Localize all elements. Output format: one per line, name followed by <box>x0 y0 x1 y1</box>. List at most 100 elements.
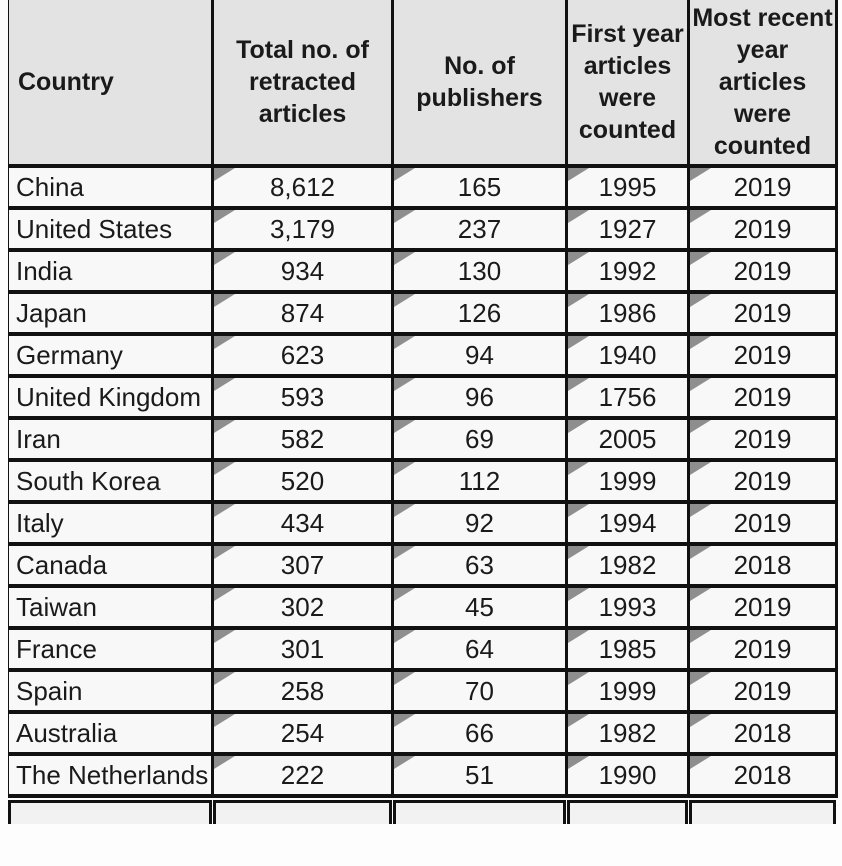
recent-year-cell: 2019 <box>687 164 838 210</box>
table-row: Canada 307 63 1982 2018 <box>8 542 838 588</box>
total-cell: 593 <box>211 374 394 420</box>
corner-flag-icon <box>691 170 711 181</box>
country-cell: Canada <box>8 542 214 588</box>
publishers-cell: 70 <box>391 668 568 714</box>
publishers-cell: 69 <box>391 416 568 462</box>
corner-flag-icon <box>569 716 589 727</box>
column-header-publishers: No. of publishers <box>391 0 568 168</box>
corner-flag-icon <box>691 674 711 685</box>
corner-flag-icon <box>395 170 415 181</box>
recent-year-cell: 2019 <box>687 248 838 294</box>
total-cell: 3,179 <box>211 206 394 252</box>
corner-flag-icon <box>215 296 235 307</box>
total-cell: 434 <box>211 500 394 546</box>
table-row: India 934 130 1992 2019 <box>8 248 838 294</box>
first-year-cell: 1995 <box>565 164 690 210</box>
corner-flag-icon <box>691 254 711 265</box>
corner-flag-icon <box>691 422 711 433</box>
corner-flag-icon <box>569 380 589 391</box>
corner-flag-icon <box>691 296 711 307</box>
corner-flag-icon <box>395 590 415 601</box>
corner-flag-icon <box>395 338 415 349</box>
corner-flag-icon <box>395 380 415 391</box>
recent-year-cell: 2018 <box>687 542 838 588</box>
corner-flag-icon <box>215 590 235 601</box>
recent-year-cell: 2019 <box>687 584 838 630</box>
total-cell: 582 <box>211 416 394 462</box>
corner-flag-icon <box>691 338 711 349</box>
recent-year-cell: 2018 <box>687 752 838 798</box>
corner-flag-icon <box>215 548 235 559</box>
corner-flag-icon <box>215 632 235 643</box>
corner-flag-icon <box>569 632 589 643</box>
corner-flag-icon <box>569 422 589 433</box>
corner-flag-icon <box>395 716 415 727</box>
country-cell: South Korea <box>8 458 214 504</box>
first-year-cell: 1927 <box>565 206 690 252</box>
corner-flag-icon <box>569 674 589 685</box>
corner-flag-icon <box>691 716 711 727</box>
table-row: Italy 434 92 1994 2019 <box>8 500 838 546</box>
table-row: Germany 623 94 1940 2019 <box>8 332 838 378</box>
first-year-cell: 1993 <box>565 584 690 630</box>
country-cell: United States <box>8 206 214 252</box>
publishers-cell: 63 <box>391 542 568 588</box>
corner-flag-icon <box>395 464 415 475</box>
total-cell: 8,612 <box>211 164 394 210</box>
publishers-cell: 45 <box>391 584 568 630</box>
table-row: The Netherlands 222 51 1990 2018 <box>8 752 838 798</box>
first-year-cell: 1982 <box>565 710 690 756</box>
country-cell: Spain <box>8 668 214 714</box>
corner-flag-icon <box>569 170 589 181</box>
header-row: Country Total no. of retracted articles … <box>8 0 838 168</box>
first-year-cell: 1982 <box>565 542 690 588</box>
first-year-cell: 2005 <box>565 416 690 462</box>
corner-flag-icon <box>215 212 235 223</box>
corner-flag-icon <box>569 548 589 559</box>
first-year-cell: 1990 <box>565 752 690 798</box>
total-cell: 623 <box>211 332 394 378</box>
corner-flag-icon <box>569 338 589 349</box>
country-cell: United Kingdom <box>8 374 214 420</box>
total-cell: 520 <box>211 458 394 504</box>
country-cell: France <box>8 626 214 672</box>
first-year-cell: 1992 <box>565 248 690 294</box>
first-year-cell: 1994 <box>565 500 690 546</box>
first-year-cell: 1756 <box>565 374 690 420</box>
country-cell: Japan <box>8 290 214 336</box>
recent-year-cell: 2019 <box>687 206 838 252</box>
recent-year-cell: 2019 <box>687 374 838 420</box>
corner-flag-icon <box>395 674 415 685</box>
total-cell: 254 <box>211 710 394 756</box>
corner-flag-icon <box>691 380 711 391</box>
country-cell: Germany <box>8 332 214 378</box>
retractions-by-country-table: Country Total no. of retracted articles … <box>8 0 838 798</box>
recent-year-cell: 2019 <box>687 290 838 336</box>
publishers-cell: 66 <box>391 710 568 756</box>
column-header-total-retracted: Total no. of retracted articles <box>211 0 394 168</box>
corner-flag-icon <box>691 758 711 769</box>
corner-flag-icon <box>395 758 415 769</box>
publishers-cell: 92 <box>391 500 568 546</box>
corner-flag-icon <box>215 758 235 769</box>
total-cell: 301 <box>211 626 394 672</box>
recent-year-cell: 2019 <box>687 626 838 672</box>
first-year-cell: 1986 <box>565 290 690 336</box>
column-header-recent-year: Most recent year articles were counted <box>687 0 838 168</box>
recent-year-cell: 2019 <box>687 458 838 504</box>
corner-flag-icon <box>395 296 415 307</box>
publishers-cell: 51 <box>391 752 568 798</box>
publishers-cell: 126 <box>391 290 568 336</box>
country-cell: Iran <box>8 416 214 462</box>
corner-flag-icon <box>215 674 235 685</box>
total-cell: 222 <box>211 752 394 798</box>
country-cell: Taiwan <box>8 584 214 630</box>
corner-flag-icon <box>215 716 235 727</box>
country-cell: Australia <box>8 710 214 756</box>
total-cell: 302 <box>211 584 394 630</box>
publishers-cell: 112 <box>391 458 568 504</box>
corner-flag-icon <box>395 422 415 433</box>
country-cell: China <box>8 164 214 210</box>
publishers-cell: 94 <box>391 332 568 378</box>
